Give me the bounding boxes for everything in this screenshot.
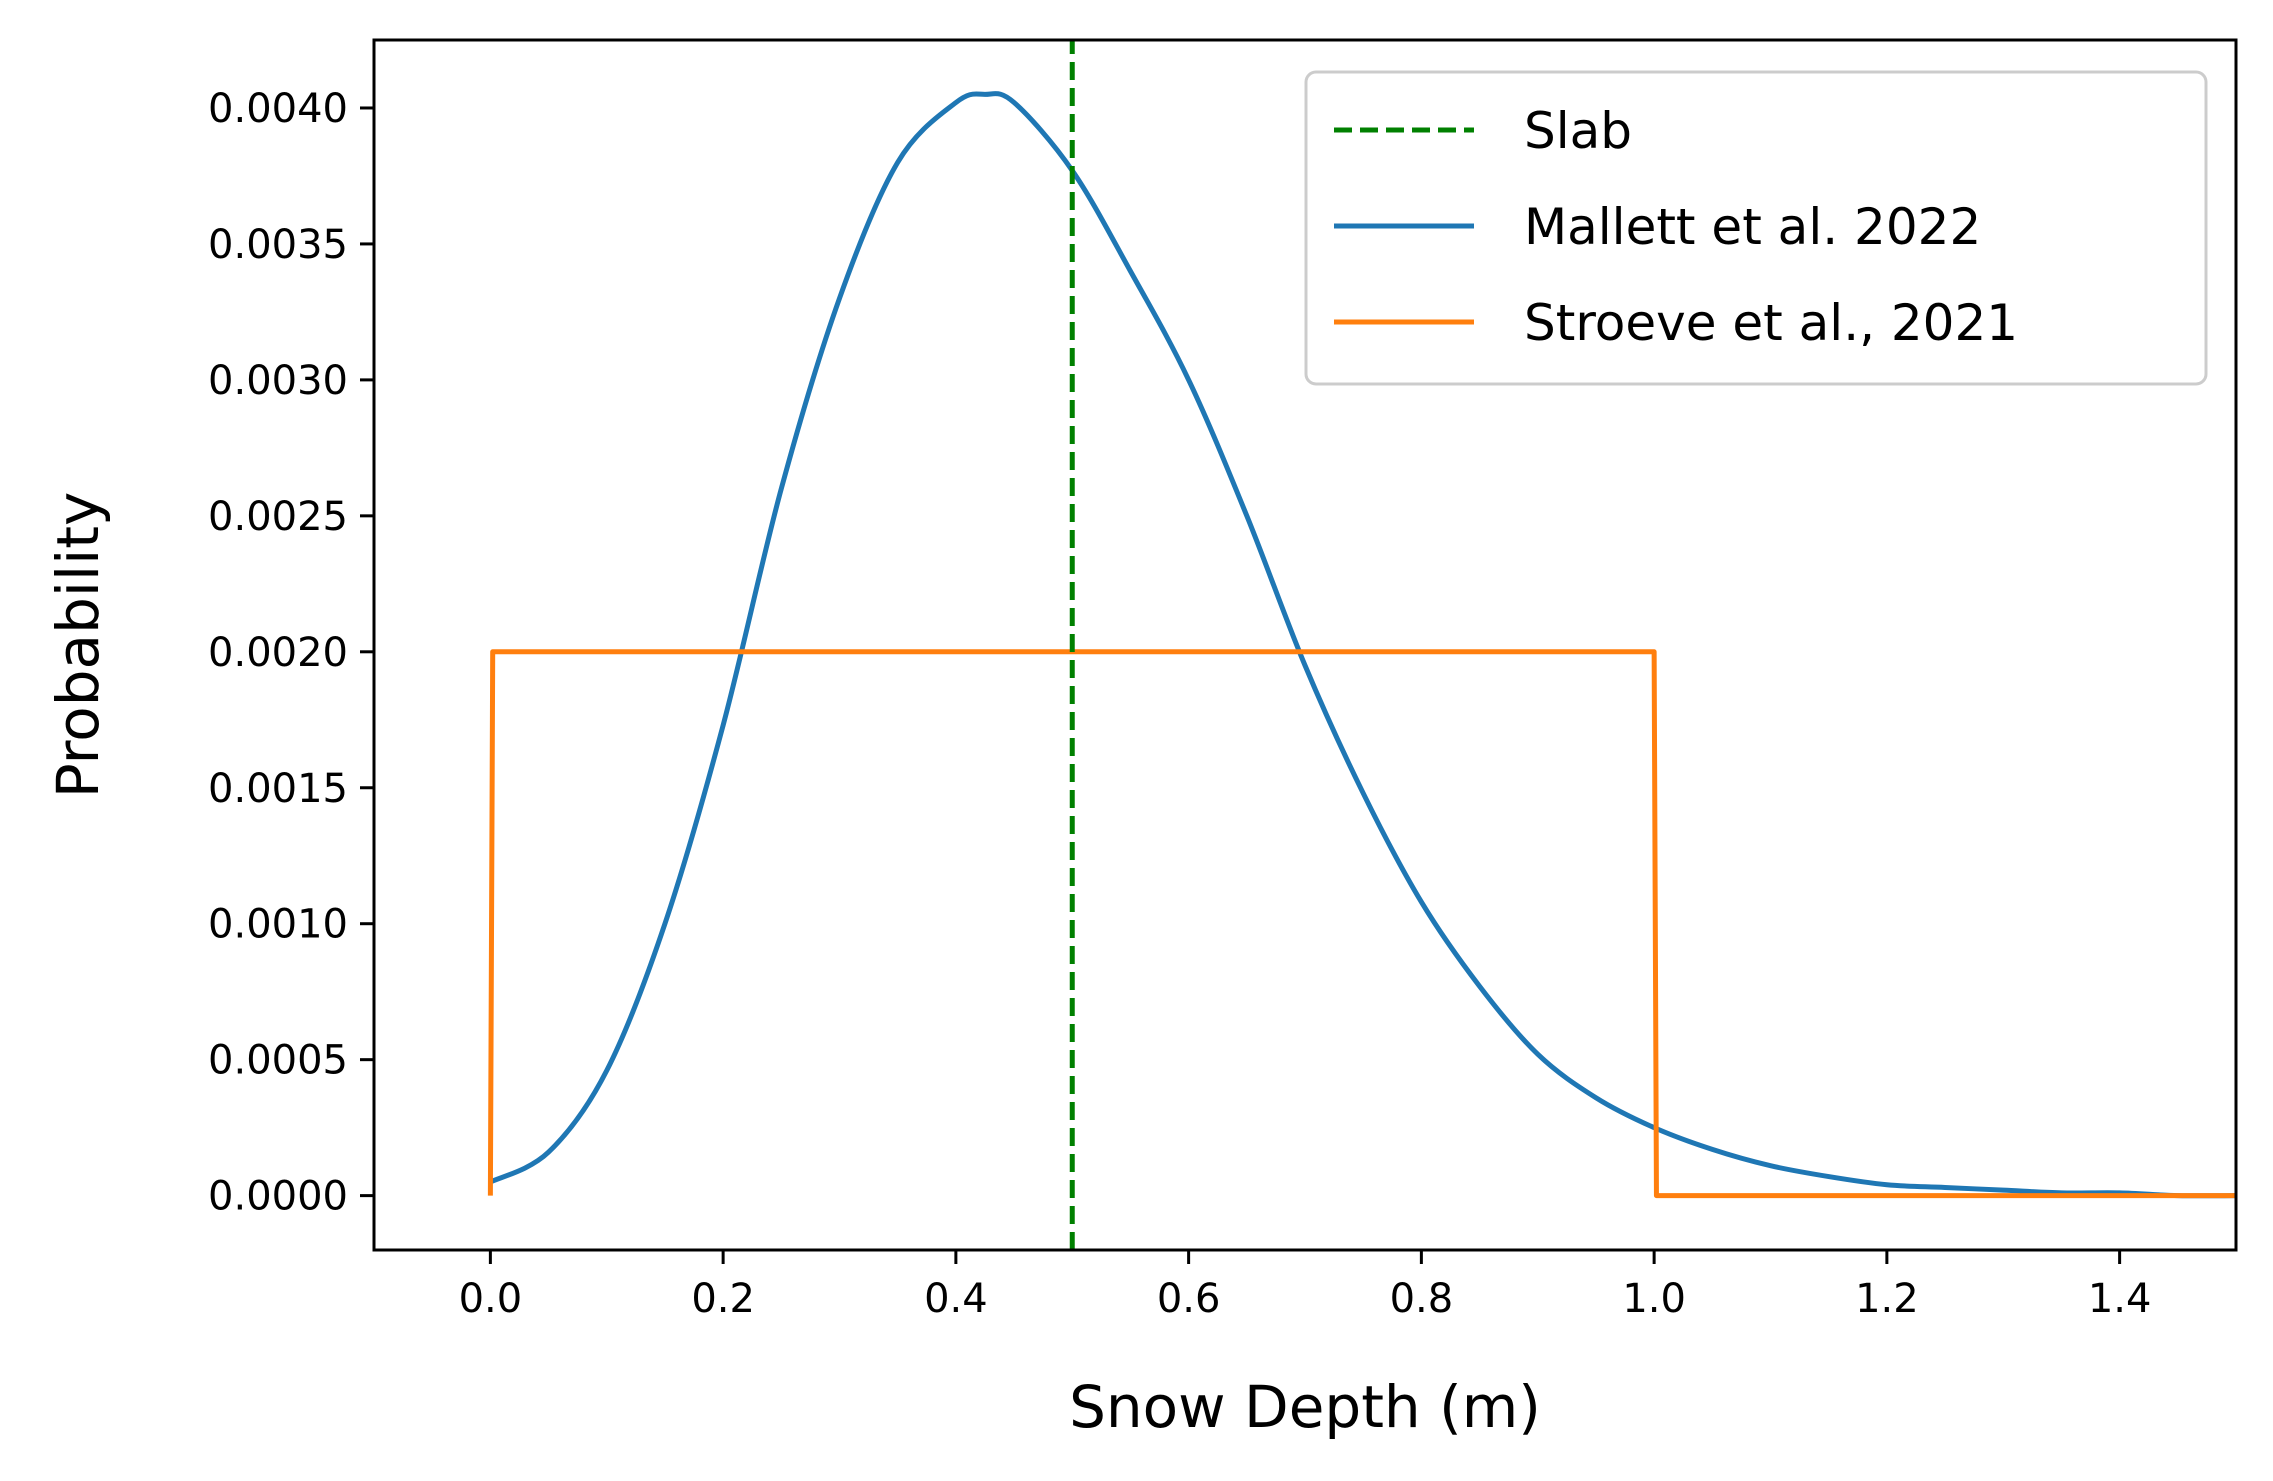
y-tick-label: 0.0015 [208, 766, 348, 812]
legend-label: Mallett et al. 2022 [1524, 198, 1981, 256]
x-tick-label: 1.2 [1855, 1276, 1919, 1322]
series-line-1 [489, 91, 2236, 1199]
y-tick-label: 0.0030 [208, 358, 348, 404]
x-tick-label: 0.2 [691, 1276, 755, 1322]
y-tick-label: 0.0035 [208, 222, 348, 268]
x-tick-label: 0.4 [924, 1276, 988, 1322]
y-axis-title: Probability [44, 492, 112, 799]
y-tick-label: 0.0000 [208, 1174, 348, 1220]
x-tick-label: 0.6 [1157, 1276, 1221, 1322]
series-line-2 [487, 649, 2236, 1199]
legend: Slab Mallett et al. 2022 Stroeve et al., 2… [1304, 70, 2208, 386]
x-tick-label: 1.4 [2088, 1276, 2152, 1322]
y-tick-label: 0.0010 [208, 902, 348, 948]
x-axis-title: Snow Depth (m) [1069, 1373, 1541, 1441]
x-tick-label: 0.0 [459, 1276, 523, 1322]
y-tick-label: 0.0025 [208, 494, 348, 540]
plot-frame [372, 38, 2238, 1252]
y-tick-label: 0.0040 [208, 86, 348, 132]
x-tick-label: 0.8 [1390, 1276, 1454, 1322]
legend-label: Slab [1524, 102, 1632, 160]
x-tick-label: 1.0 [1622, 1276, 1686, 1322]
legend-label: Stroeve et al., 2021 [1524, 294, 2018, 352]
y-tick-label: 0.0020 [208, 630, 348, 676]
legend-box [1304, 70, 2208, 386]
y-tick-label: 0.0005 [208, 1038, 348, 1084]
